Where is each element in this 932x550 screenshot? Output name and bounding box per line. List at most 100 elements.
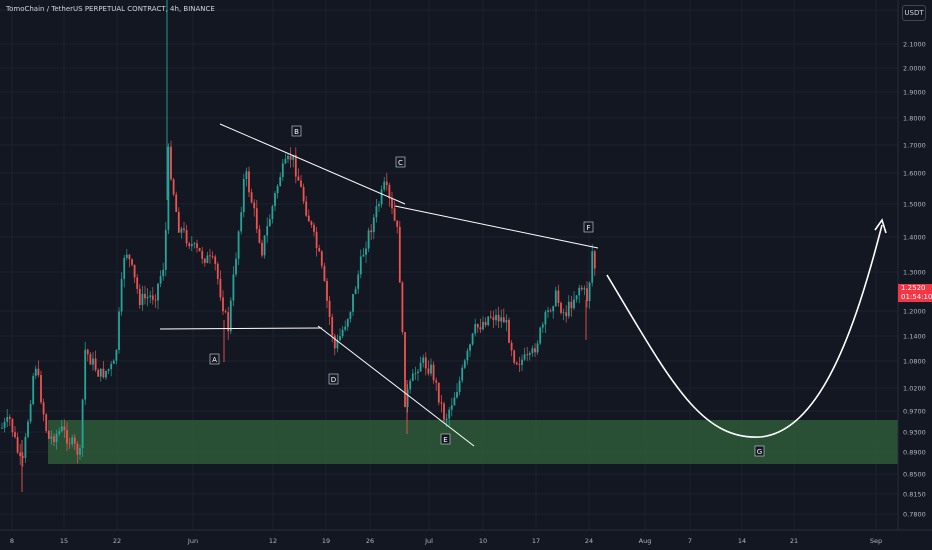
candle-body (435, 380, 438, 383)
candle-body (346, 319, 349, 327)
time-tick-label: 14 (738, 537, 746, 545)
candle-body (157, 283, 159, 301)
candle-body (588, 282, 591, 302)
candle-body (323, 265, 326, 281)
candle-body (419, 362, 422, 372)
time-tick-label: 21 (790, 537, 798, 545)
candle-body (141, 293, 144, 305)
candle-body (188, 243, 191, 247)
candle-body (450, 405, 453, 410)
candle-body (266, 226, 269, 236)
label-E: E (443, 436, 447, 444)
candle-body (554, 290, 557, 307)
candle-body (105, 370, 107, 378)
candle-body (138, 288, 141, 305)
candle-body (411, 373, 414, 381)
candle-body (253, 202, 256, 209)
candle-body (125, 254, 128, 258)
candle-body (536, 343, 539, 353)
candle-body (565, 312, 568, 317)
price-tick-label: 0.9700 (903, 408, 926, 416)
candle-body (297, 176, 300, 181)
candle-body (445, 418, 448, 420)
candle-body (326, 280, 328, 301)
currency-button[interactable]: USDT (902, 5, 926, 21)
candle-body (458, 380, 461, 393)
horizontal-line-A-D[interactable] (159, 327, 323, 330)
candle-body (336, 340, 339, 349)
candle-body (271, 206, 274, 220)
candle-body (115, 349, 118, 361)
trendline-upper-2[interactable] (394, 205, 599, 249)
candle-body (461, 367, 464, 381)
candle-body (47, 431, 50, 439)
candle-body (383, 181, 386, 190)
price-tick-label: 1.4000 (903, 234, 926, 242)
label-box-G (754, 445, 765, 457)
candle-body (232, 274, 235, 301)
candle-countdown: 01:54:10 (901, 293, 932, 301)
price-tick-label: 1.9000 (903, 89, 926, 97)
price-tick-label: 1.1400 (903, 333, 926, 341)
time-axis[interactable]: 8 15 22 Jun 12 19 26 Jul 10 17 24 Aug 7 14 21 Sep (10, 537, 882, 545)
candle-body (310, 221, 313, 225)
candle-body (562, 312, 565, 314)
candle-body (492, 317, 495, 321)
candle-body (224, 311, 227, 313)
candle-body (248, 171, 250, 193)
candle-body (258, 229, 261, 243)
candle-body (385, 181, 388, 185)
price-tick-label: 1.7000 (903, 142, 926, 150)
candle-body (261, 242, 263, 256)
candle-body (242, 178, 245, 213)
time-tick-label: 22 (113, 537, 121, 545)
trendline-lower[interactable] (317, 325, 475, 447)
candle-body (6, 416, 9, 422)
projection-curve[interactable] (606, 224, 883, 438)
price-tick-label: 1.2000 (903, 308, 926, 316)
price-tick-label: 1.8000 (903, 115, 926, 123)
candle-body (586, 288, 588, 302)
candle-body (567, 301, 570, 317)
candle-body (53, 436, 55, 443)
candle-body (198, 248, 201, 252)
candle-body (128, 254, 131, 260)
price-tick-label: 0.9300 (903, 429, 926, 437)
current-price-badge: 1.2520 01:54:10 (898, 284, 932, 302)
candle-body (99, 368, 102, 377)
candle-body (162, 269, 165, 277)
candle-body (14, 432, 16, 438)
trendline-upper-1[interactable] (219, 123, 406, 205)
candle-body (255, 208, 258, 230)
candle-body (287, 155, 289, 160)
candle-body (94, 358, 97, 370)
point-labels: A B C D E F G (209, 125, 765, 457)
candle-body (37, 368, 40, 376)
candle-body (437, 382, 440, 403)
candle-body (284, 159, 287, 164)
trendline-drawings[interactable] (159, 123, 887, 447)
candle-body (149, 295, 152, 297)
candle-body (167, 146, 170, 230)
candle-body (300, 180, 302, 187)
time-tick-label: 12 (269, 537, 277, 545)
candle-body (440, 402, 443, 404)
candle-body (591, 251, 594, 283)
candle-body (479, 327, 482, 330)
candle-body (406, 389, 409, 407)
label-box-B (291, 125, 302, 137)
time-tick-label: 8 (10, 537, 14, 545)
candle-body (453, 397, 456, 406)
candle-body (16, 437, 19, 453)
candle-body (482, 322, 484, 330)
label-box-F (583, 221, 594, 233)
label-box-A (209, 353, 220, 365)
candle-body (1, 427, 3, 429)
price-tick-label: 1.0200 (903, 385, 926, 393)
candle-body (50, 436, 53, 439)
candle-body (8, 416, 11, 419)
candle-body (318, 247, 321, 252)
price-tick-label: 0.8900 (903, 449, 926, 457)
candle-body (73, 437, 76, 444)
